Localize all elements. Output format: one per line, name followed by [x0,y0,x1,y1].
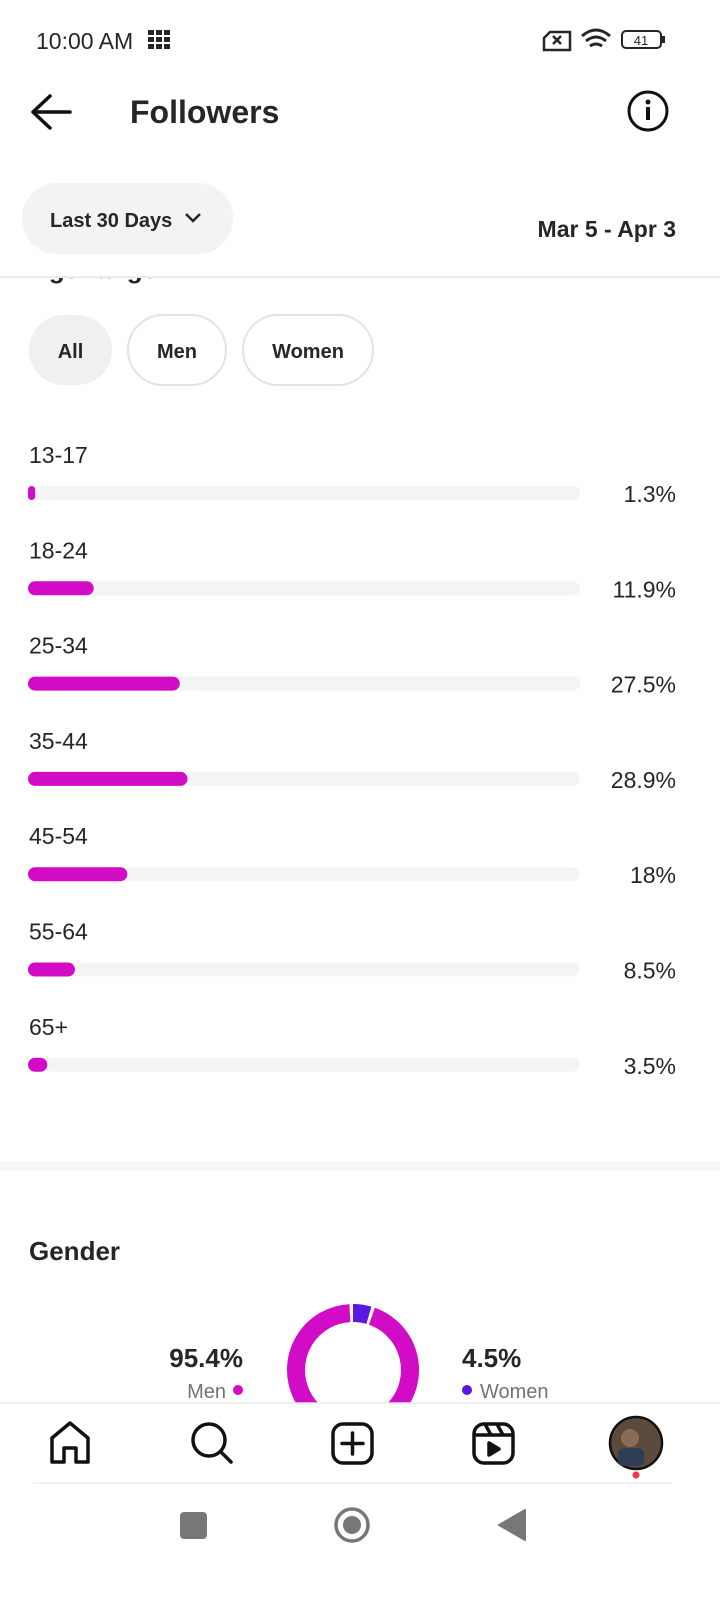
tab-all[interactable] [29,315,112,385]
bar-value: 11.9% [612,576,676,602]
tab-women[interactable] [242,314,374,386]
tab-label: Women [272,341,344,363]
bar-track [28,486,580,500]
section-separator [0,1161,720,1171]
status-time: 10:00 AM [36,28,133,54]
age-label: 65+ [29,1014,68,1040]
men-label: Men [187,1381,226,1403]
bar [28,771,188,786]
bar-value: 1.3% [624,481,676,507]
back-button[interactable] [31,94,72,130]
bar [28,676,180,691]
bar-track [28,962,580,977]
bar-value: 28.9% [611,767,676,793]
age-label: 18-24 [29,537,88,563]
bar [28,962,75,977]
gender-title: Gender [29,1236,120,1266]
home-button[interactable] [334,1507,370,1543]
women-label: Women [480,1381,549,1403]
bar-value: 27.5% [611,672,676,698]
age-label: 55-64 [29,919,88,945]
men-dot [233,1385,243,1395]
bar [28,867,128,882]
recents-button[interactable] [180,1512,207,1539]
page-title: Followers [130,94,279,130]
tab-men[interactable] [127,314,227,386]
back-nav-button[interactable] [498,1509,526,1541]
women-percent: 4.5% [462,1343,521,1373]
bar [28,1057,48,1072]
range-label: Last 30 Days [50,210,172,232]
create-tab[interactable] [331,1422,374,1465]
range-dropdown[interactable] [22,183,233,254]
battery-icon [621,30,662,49]
bottom-nav [0,1403,720,1600]
bar [28,581,94,596]
profile-tab[interactable] [608,1415,664,1479]
bar-track [28,1057,580,1072]
bar-track [28,581,580,596]
bar-track [28,867,580,882]
section-title: Age range [30,254,157,284]
info-button[interactable] [627,90,669,132]
tab-label: Men [157,341,197,363]
dropdown-chevron [185,213,201,223]
age-bars: 13-17 1.3% 18-24 11.9% 25-34 27.5% 35-44 28.9% 4… [28,442,676,1079]
bar [28,486,36,500]
age-label: 35-44 [29,728,88,754]
women-arc [352,1304,372,1324]
battery-tip [662,36,665,43]
bar-value: 3.5% [624,1053,676,1079]
bar-value: 8.5% [624,958,676,984]
wifi-icon [581,28,611,48]
battery-level: 41 [634,33,648,48]
search-tab[interactable] [191,1422,233,1464]
tab-label: All [58,341,84,363]
reels-tab[interactable] [472,1422,515,1465]
home-tab[interactable] [50,1421,90,1464]
scroll-content: Age range [30,254,157,284]
grid-icon [148,30,170,49]
age-label: 45-54 [29,823,88,849]
women-dot [462,1385,472,1395]
bar-value: 18% [630,862,676,888]
age-label: 13-17 [29,442,88,468]
date-range: Mar 5 - Apr 3 [538,216,676,242]
age-label: 25-34 [29,633,88,659]
men-percent: 95.4% [169,1343,243,1373]
sim-icon [542,30,572,52]
